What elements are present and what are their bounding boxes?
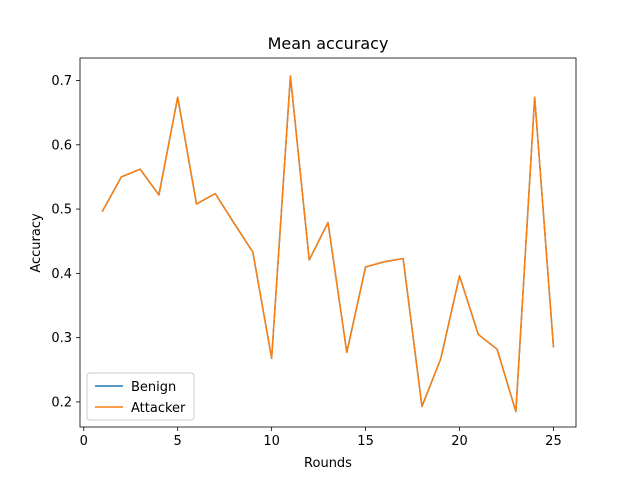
y-tick-label: 0.6 — [51, 138, 72, 153]
chart-title: Mean accuracy — [268, 34, 389, 53]
x-tick-label: 10 — [263, 434, 280, 449]
x-axis-label: Rounds — [304, 456, 352, 471]
y-tick-label: 0.3 — [51, 331, 72, 346]
legend-label-attacker: Attacker — [131, 401, 186, 416]
x-tick-label: 0 — [80, 434, 88, 449]
axes-frame — [79, 57, 577, 428]
y-axis-label: Accuracy — [29, 213, 44, 273]
x-tick-label: 25 — [545, 434, 562, 449]
y-tick-label: 0.2 — [51, 395, 72, 410]
y-tick-label: 0.7 — [51, 74, 72, 89]
y-tick-label: 0.5 — [51, 203, 72, 218]
series-line-attacker — [101, 75, 555, 413]
x-tick-label: 20 — [451, 434, 468, 449]
x-tick-label: 15 — [357, 434, 374, 449]
x-tick-label: 5 — [174, 434, 182, 449]
legend-label-benign: Benign — [131, 380, 176, 395]
plot-area — [101, 75, 555, 413]
axes: 0 5 10 15 20 25 0.2 0.3 0.4 0.5 0.6 0.7 — [51, 57, 577, 449]
legend-box — [86, 372, 195, 421]
legend: Benign Attacker — [86, 372, 195, 421]
y-tick-label: 0.4 — [51, 267, 72, 282]
